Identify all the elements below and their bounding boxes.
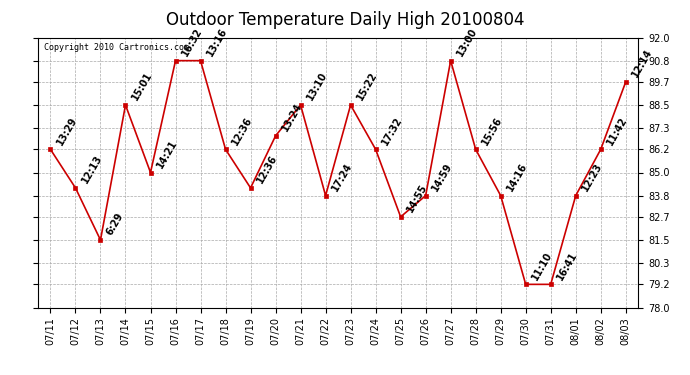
Text: Copyright 2010 Cartronics.com: Copyright 2010 Cartronics.com xyxy=(44,43,189,52)
Text: Outdoor Temperature Daily High 20100804: Outdoor Temperature Daily High 20100804 xyxy=(166,11,524,29)
Text: 11:42: 11:42 xyxy=(605,115,629,147)
Text: 13:10: 13:10 xyxy=(305,70,329,102)
Text: 15:22: 15:22 xyxy=(355,70,379,102)
Text: 12:36: 12:36 xyxy=(230,115,254,147)
Text: 13:24: 13:24 xyxy=(279,101,304,133)
Text: 17:32: 17:32 xyxy=(380,115,404,147)
Text: 14:21: 14:21 xyxy=(155,138,179,170)
Text: 14:55: 14:55 xyxy=(405,182,429,214)
Text: 13:16: 13:16 xyxy=(205,26,229,58)
Text: 11:10: 11:10 xyxy=(530,250,554,282)
Text: 14:59: 14:59 xyxy=(430,161,454,193)
Text: 17:24: 17:24 xyxy=(330,161,354,193)
Text: 15:56: 15:56 xyxy=(480,115,504,147)
Text: 16:41: 16:41 xyxy=(555,250,579,282)
Text: 12:13: 12:13 xyxy=(79,153,104,185)
Text: 13:29: 13:29 xyxy=(55,115,79,147)
Text: 16:32: 16:32 xyxy=(179,26,204,58)
Text: 13:00: 13:00 xyxy=(455,26,479,58)
Text: 12:36: 12:36 xyxy=(255,153,279,185)
Text: 14:16: 14:16 xyxy=(505,161,529,193)
Text: 12:23: 12:23 xyxy=(580,161,604,193)
Text: 12:14: 12:14 xyxy=(630,47,654,79)
Text: 6:29: 6:29 xyxy=(105,211,126,237)
Text: 15:01: 15:01 xyxy=(130,70,154,102)
